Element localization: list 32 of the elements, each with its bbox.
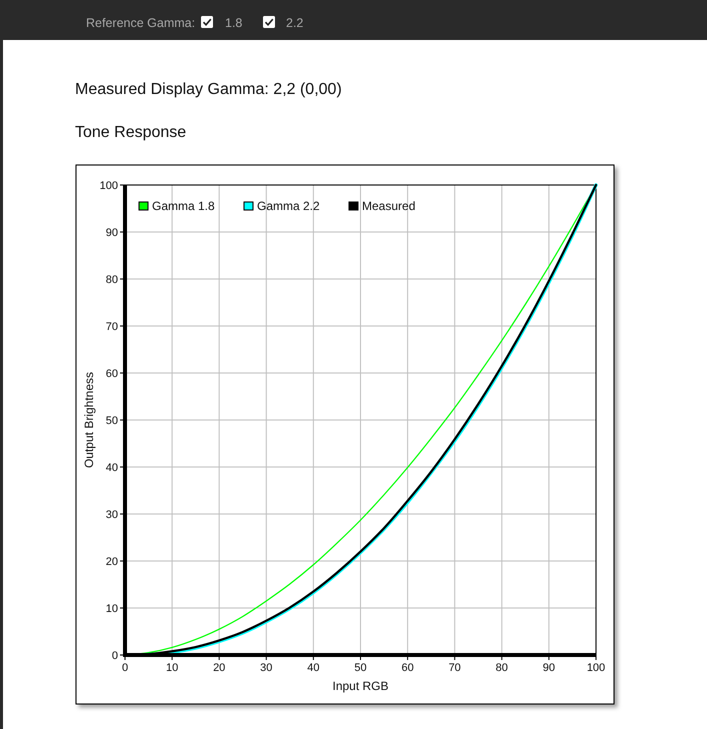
legend-label: Measured — [362, 199, 416, 214]
x-tick-label: 30 — [260, 662, 272, 674]
x-tick-label: 10 — [166, 662, 178, 674]
x-tick-label: 80 — [496, 662, 508, 674]
x-tick-label: 0 — [122, 662, 128, 674]
legend-label: Gamma 1.8 — [152, 199, 216, 214]
x-tick-label: 50 — [354, 662, 367, 674]
x-tick-label: 60 — [401, 662, 414, 674]
y-tick-label: 60 — [106, 368, 118, 380]
y-tick-label: 80 — [106, 274, 118, 286]
y-tick-label: 50 — [106, 414, 118, 427]
y-tick-label: 70 — [106, 320, 118, 333]
x-axis-title: Input RGB — [332, 679, 389, 693]
text: 2.2 — [286, 16, 304, 30]
y-tick-label: 30 — [106, 508, 118, 521]
x-tick-label: 20 — [213, 662, 226, 674]
text: 1.8 — [225, 16, 242, 30]
y-tick-label: 90 — [106, 226, 118, 239]
chart-title: Tone Response — [75, 124, 186, 141]
y-axis-title: Output Brightness — [82, 372, 96, 468]
x-tick-label: 100 — [586, 662, 606, 674]
x-tick-label: 90 — [542, 662, 556, 674]
text: Reference Gamma: — [86, 16, 196, 30]
text: Measured Display Gamma: 2,2 (0,00) — [75, 81, 342, 98]
y-tick-label: 20 — [106, 556, 118, 568]
y-tick-label: 10 — [106, 602, 118, 615]
y-tick-label: 0 — [112, 650, 118, 662]
x-tick-label: 70 — [448, 662, 461, 674]
legend-label: Gamma 2.2 — [257, 199, 320, 214]
y-tick-label: 40 — [106, 462, 118, 474]
y-tick-label: 100 — [100, 180, 118, 192]
x-tick-label: 40 — [307, 662, 320, 674]
